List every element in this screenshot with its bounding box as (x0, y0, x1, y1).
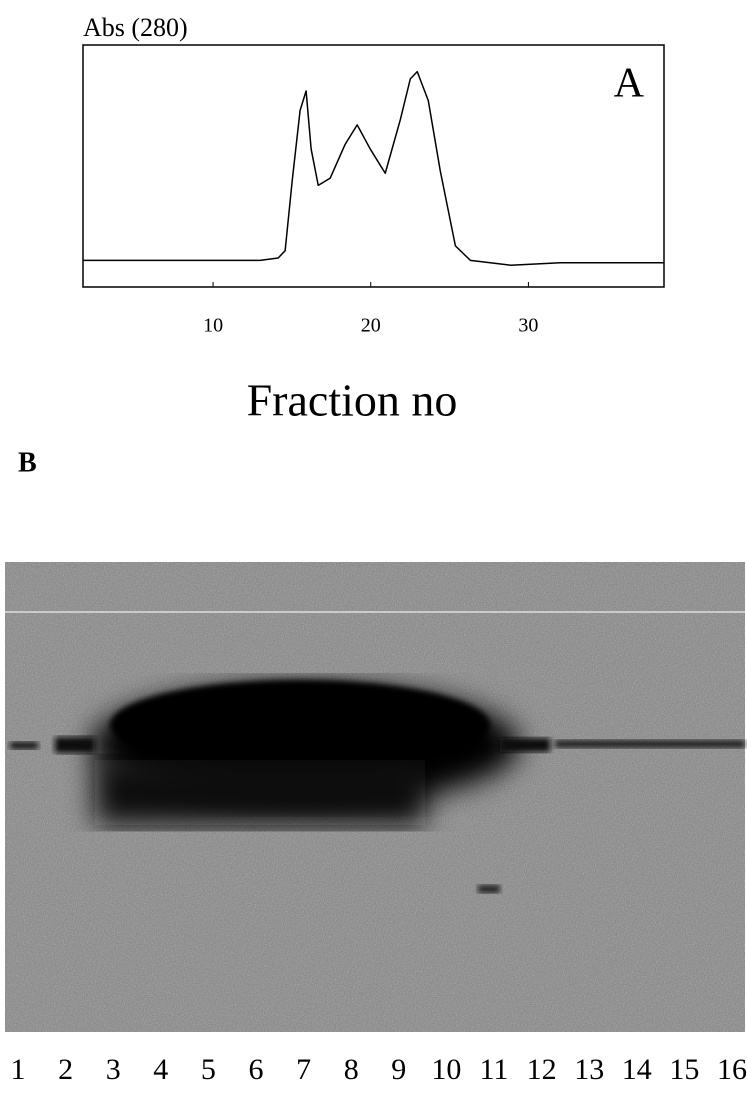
lane-label: 13 (574, 1053, 604, 1086)
lane-label: 4 (153, 1053, 168, 1086)
lane-label: 2 (58, 1053, 73, 1086)
x-axis-label: Fraction no (247, 375, 458, 426)
x-tick-label: 20 (361, 315, 381, 337)
panel-label: B (18, 447, 37, 478)
y-axis-label: Abs (280) (83, 13, 188, 42)
lane-label: 1 (11, 1053, 26, 1086)
lane-label: 9 (391, 1053, 406, 1086)
gel-band (555, 740, 745, 748)
plot-a: 10 20 30 (83, 72, 664, 337)
gel-band (10, 742, 38, 749)
lane-label: 7 (296, 1053, 311, 1086)
lane-label: 12 (527, 1053, 557, 1086)
lane-label: 5 (201, 1053, 216, 1086)
lane-label: 3 (106, 1053, 121, 1086)
lane-label: 11 (480, 1053, 509, 1086)
panel-label: A (614, 61, 645, 107)
lane-label: 6 (249, 1053, 264, 1086)
gel-band (500, 738, 550, 752)
lane-label: 14 (622, 1053, 652, 1086)
lane-label: 8 (344, 1053, 359, 1086)
gel-band (55, 737, 95, 753)
gel-spot (478, 885, 500, 893)
x-tick-label: 10 (203, 315, 223, 337)
gel-smear (95, 760, 425, 825)
lane-label: 10 (431, 1053, 461, 1086)
gel-image (5, 562, 745, 1032)
gel-band (110, 680, 490, 770)
lane-label: 16 (717, 1053, 747, 1086)
lane-label: 15 (669, 1053, 699, 1086)
x-tick-label: 30 (518, 315, 538, 337)
absorbance-line (83, 72, 664, 266)
plot-frame (83, 45, 664, 287)
